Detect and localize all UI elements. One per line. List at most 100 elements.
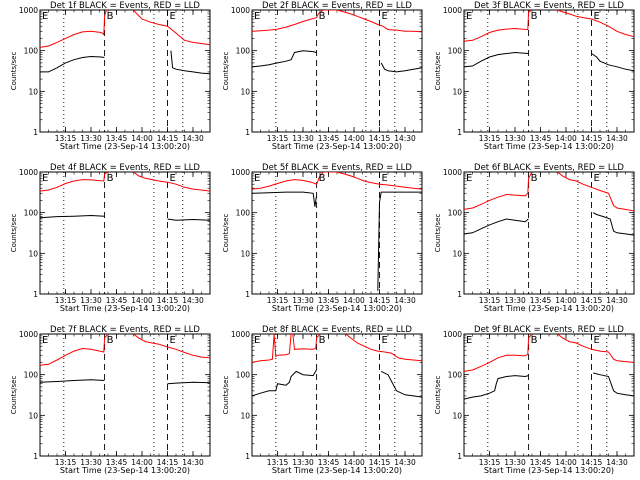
panel-det-3: Det 3f BLACK = Events, RED = LLD 1 10 100 10… (434, 1, 635, 151)
y-tick-label: 10 (452, 87, 462, 96)
panel-title: Det 9f BLACK = Events, RED = LLD (474, 325, 624, 335)
interval-label: E (254, 11, 260, 22)
y-tick-label: 1 (457, 128, 462, 137)
x-tick-label: 13:30 (80, 134, 102, 143)
interval-label: B (531, 11, 538, 22)
lld-series-line (40, 172, 210, 192)
x-tick-label: 13:45 (530, 134, 552, 143)
x-tick-label: 14:30 (606, 296, 628, 305)
x-tick-label: 14:00 (131, 296, 153, 305)
y-tick-label: 1000 (443, 6, 462, 15)
x-tick-label: 13:45 (318, 134, 340, 143)
x-tick-label: 14:15 (157, 296, 179, 305)
lld-series-line (252, 172, 422, 190)
y-tick-label: 100 (448, 209, 463, 218)
y-tick-label: 10 (240, 249, 250, 258)
y-tick-label: 10 (28, 249, 38, 258)
interval-label: B (107, 335, 114, 346)
interval-label: E (594, 173, 600, 184)
y-axis-label: Counts/sec (10, 214, 18, 253)
y-axis-label: Counts/sec (10, 52, 18, 91)
interval-label: B (531, 335, 538, 346)
x-tick-label: 13:15 (55, 296, 77, 305)
y-axis-label: Counts/sec (434, 376, 442, 415)
y-axis-label: Counts/sec (10, 376, 18, 415)
interval-label: E (466, 335, 472, 346)
x-tick-label: 14:30 (182, 458, 204, 467)
y-tick-label: 100 (24, 47, 39, 56)
interval-label: B (319, 173, 326, 184)
x-tick-label: 13:30 (80, 458, 102, 467)
panel-title: Det 4f BLACK = Events, RED = LLD (50, 163, 200, 173)
events-series-line (40, 214, 210, 221)
interval-label: B (319, 335, 326, 346)
plot-frame (251, 9, 423, 133)
x-tick-label: 14:00 (131, 134, 153, 143)
panel-title: Det 1f BLACK = Events, RED = LLD (50, 1, 200, 11)
interval-label: E (254, 335, 260, 346)
panel-title: Det 5f BLACK = Events, RED = LLD (262, 163, 412, 173)
x-tick-label: 13:15 (55, 134, 77, 143)
y-tick-label: 10 (240, 87, 250, 96)
x-axis-label: Start Time (23-Sep-14 13:00:20) (484, 142, 614, 151)
x-tick-label: 14:00 (555, 458, 577, 467)
x-tick-label: 14:15 (369, 296, 391, 305)
interval-label: E (254, 173, 260, 184)
x-tick-label: 14:30 (394, 458, 416, 467)
y-axis-label: Counts/sec (434, 214, 442, 253)
x-tick-label: 14:15 (581, 458, 603, 467)
interval-label: B (107, 11, 114, 22)
x-tick-label: 13:15 (267, 296, 289, 305)
x-axis-label: Start Time (23-Sep-14 13:00:20) (272, 304, 402, 313)
y-tick-label: 1 (245, 128, 250, 137)
x-tick-label: 14:30 (182, 134, 204, 143)
x-tick-label: 14:30 (606, 134, 628, 143)
interval-label: E (42, 173, 48, 184)
panel-det-1: Det 1f BLACK = Events, RED = LLD 1 10 100 10… (10, 1, 211, 151)
x-tick-label: 13:30 (504, 458, 526, 467)
interval-label: E (42, 335, 48, 346)
x-tick-label: 13:15 (55, 458, 77, 467)
panel-det-6: Det 6f BLACK = Events, RED = LLD 1 10 100 10… (434, 163, 635, 313)
y-tick-label: 1 (457, 452, 462, 461)
interval-label: B (319, 11, 326, 22)
y-tick-label: 100 (24, 209, 39, 218)
lld-series-line (464, 10, 634, 42)
x-tick-label: 14:15 (581, 134, 603, 143)
y-tick-label: 1 (33, 290, 38, 299)
y-tick-label: 10 (240, 411, 250, 420)
panel-det-8: Det 8f BLACK = Events, RED = LLD 1 10 100 10… (222, 325, 423, 475)
x-tick-label: 13:30 (292, 296, 314, 305)
y-tick-label: 1000 (19, 330, 38, 339)
x-tick-label: 13:15 (267, 134, 289, 143)
y-tick-label: 1000 (443, 330, 462, 339)
panel-det-7: Det 7f BLACK = Events, RED = LLD 1 10 100 10… (10, 325, 211, 475)
x-axis-label: Start Time (23-Sep-14 13:00:20) (484, 304, 614, 313)
y-tick-label: 10 (28, 87, 38, 96)
panel-title: Det 2f BLACK = Events, RED = LLD (262, 1, 412, 11)
x-tick-label: 13:45 (106, 296, 128, 305)
y-axis-label: Counts/sec (222, 214, 230, 253)
x-axis-label: Start Time (23-Sep-14 13:00:20) (272, 466, 402, 475)
events-series-line (464, 372, 634, 400)
y-tick-label: 1000 (231, 6, 250, 15)
events-series-line (464, 212, 634, 236)
interval-label: E (382, 335, 388, 346)
plot-frame (251, 171, 423, 295)
x-axis-label: Start Time (23-Sep-14 13:00:20) (272, 142, 402, 151)
panel-title: Det 8f BLACK = Events, RED = LLD (262, 325, 412, 335)
x-tick-label: 14:15 (369, 134, 391, 143)
plot-frame (463, 9, 635, 133)
y-tick-label: 100 (24, 371, 39, 380)
x-tick-label: 13:30 (292, 458, 314, 467)
lld-series-line (252, 334, 422, 363)
x-tick-label: 13:45 (106, 134, 128, 143)
x-tick-label: 13:45 (318, 458, 340, 467)
interval-label: E (594, 335, 600, 346)
y-tick-label: 10 (28, 411, 38, 420)
x-tick-label: 13:30 (80, 296, 102, 305)
y-axis-label: Counts/sec (434, 52, 442, 91)
x-tick-label: 13:30 (504, 296, 526, 305)
x-tick-label: 14:15 (157, 458, 179, 467)
